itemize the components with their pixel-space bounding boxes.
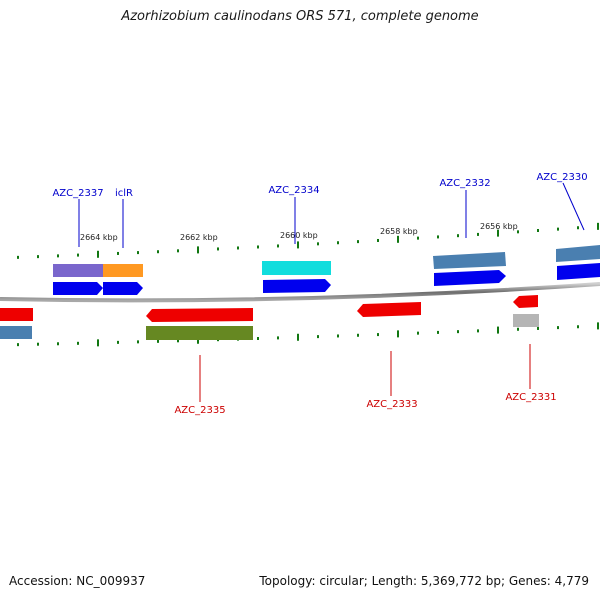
gene-arrow-azc2334 [263,279,331,293]
feature-cyan [262,261,331,275]
position-label-2664: 2664 kbp [80,233,118,242]
gene-arrow-azc2332 [434,270,506,286]
gene-arrow-azc2335 [146,308,253,322]
feature-steelblue-left [0,326,32,339]
feature-purple [53,264,103,277]
gene-arrow-azc2333 [357,302,421,317]
gene-arrow-azc2331 [513,295,538,308]
feature-olive [146,326,253,340]
feature-grey [513,314,539,327]
gene-label-azc2333: AZC_2333 [366,399,417,410]
position-label-2656: 2656 kbp [480,222,518,231]
gene-label-azc2332: AZC_2332 [439,178,490,189]
position-label-2662: 2662 kbp [180,233,218,242]
gene-arrow-left-edge [0,308,33,321]
genome-backbone [0,282,600,303]
feature-steelblue-azc2330 [556,245,600,262]
gene-label-azc2331: AZC_2331 [505,392,556,403]
feature-steelblue-azc2332 [433,252,506,269]
genome-title: Azorhizobium caulinodans ORS 571, comple… [121,9,479,24]
position-ticks [17,222,599,347]
gene-label-azc2335: AZC_2335 [174,405,225,416]
gene-label-azc2337: AZC_2337 [52,188,103,199]
gene-label-azc2334: AZC_2334 [268,185,319,196]
bottom-leader-lines [199,344,531,402]
gene-label-iclr: iclR [115,188,133,199]
gene-arrow-azc2337 [53,282,103,295]
genome-summary-text: Topology: circular; Length: 5,369,772 bp… [259,574,589,588]
position-label-2658: 2658 kbp [380,227,418,236]
gene-arrow-azc2330 [557,263,600,280]
feature-orange [103,264,143,277]
accession-text: Accession: NC_009937 [9,574,146,588]
position-label-2660: 2660 kbp [280,231,318,240]
gene-label-azc2330: AZC_2330 [536,172,587,183]
leader-azc2330 [562,182,585,231]
top-leader-lines [78,182,585,248]
gene-arrow-iclr [103,282,143,295]
